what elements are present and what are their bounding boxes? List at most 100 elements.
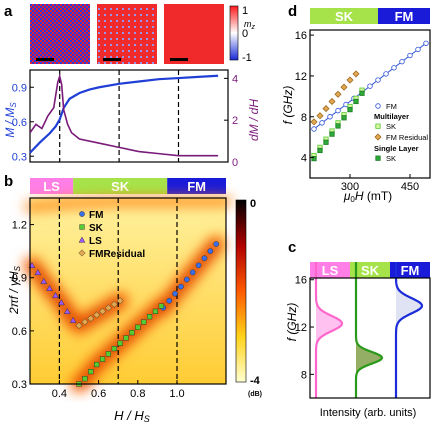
marker-sk (82, 376, 88, 382)
phase-c-label-sk: SK (361, 263, 380, 278)
mz-colorbar-min: -1 (242, 52, 252, 64)
panel-d-y-tick-1: 8 (301, 112, 307, 124)
marker-d-fmres (346, 76, 354, 84)
mz-colorbar-label: mz (244, 19, 256, 31)
marker-d-fm (327, 114, 333, 120)
spectra-plot: 8 12 16 (295, 262, 431, 399)
marker-d-fm (335, 107, 341, 114)
marker-ls (46, 284, 53, 291)
marker-sk (99, 356, 106, 362)
phase-b-label-ls: LS (43, 179, 60, 194)
marker-d-fm (407, 52, 413, 59)
spectrum-fill-ls (316, 262, 342, 398)
marker-d-sl-sk (317, 147, 323, 154)
panel-a-left-tick-0: 0.3 (12, 151, 27, 163)
phase-bar-b: LS SK FM (30, 178, 226, 194)
marker-fm (201, 255, 208, 262)
legend-marker-fm (79, 211, 85, 217)
panel-b-y-tick-1: 0.6 (12, 326, 27, 338)
spectrum-fill-sk (356, 262, 382, 398)
db-colorbar: 0 -4 (dB) (235, 198, 262, 398)
marker-fm (166, 297, 172, 304)
legend-d-fm-label: FM (386, 102, 397, 111)
phase-d-sk (310, 8, 378, 24)
marker-d-fm (367, 83, 373, 89)
marker-d-fmres (310, 118, 318, 126)
legend-marker-ls (78, 236, 86, 243)
marker-fm (178, 283, 184, 290)
series-line-magnetization (29, 74, 219, 154)
db-colorbar-unit: (dB) (248, 391, 262, 398)
marker-d-fm (415, 46, 421, 53)
marker-fmresidual (104, 304, 112, 312)
marker-d-fm (375, 77, 381, 83)
marker-d-sl-sk (341, 115, 347, 121)
phase-c-fm (390, 262, 430, 278)
marker-ls (63, 307, 71, 314)
marker-d-sl-sk (329, 131, 335, 137)
panel-c-y-tick-2: 16 (295, 275, 307, 287)
phase-bar-c: LS SK FM (310, 262, 430, 278)
panel-b-x-tick-0: 0.4 (52, 388, 67, 400)
panel-b-x-tick-2: 0.8 (130, 388, 145, 400)
marker-d-fmres (352, 70, 360, 78)
phase-bar-d: SK FM (310, 8, 430, 24)
marker-sk (105, 351, 112, 357)
marker-sk (88, 369, 94, 375)
texture-images (30, 4, 224, 64)
marker-ls (52, 292, 59, 299)
panel-b-y-tick-0: 0.3 (12, 379, 27, 391)
panel-d-y-tick-0: 4 (301, 153, 307, 165)
panel-c-frame (309, 277, 431, 399)
marker-d-fm (391, 65, 397, 71)
marker-fmresidual (110, 300, 118, 308)
marker-d-sl-sk (359, 90, 365, 96)
marker-ls (58, 299, 65, 306)
legend-d-fm-marker (375, 103, 381, 109)
marker-fmresidual (75, 322, 83, 330)
marker-sk (129, 330, 135, 336)
db-colorbar-bottom: -4 (250, 375, 261, 387)
marker-d-sl-sk (353, 98, 359, 105)
phase-b-fm (167, 178, 226, 194)
panel-b-ylabel: 2πf / γHS (7, 265, 22, 315)
panel-c-y-tick-0: 8 (301, 369, 307, 381)
legend-d-multilayer-title: Multilayer (374, 112, 409, 121)
marker-sk (123, 335, 129, 341)
panel-d-ylabel: f (GHz) (281, 86, 295, 125)
mz-colorbar-zero: 0 (242, 28, 248, 40)
marker-fm (213, 241, 219, 247)
marker-d-sl-sk (323, 139, 329, 145)
panel-b-y-tick-3: 1.2 (12, 220, 27, 232)
marker-d-sl-sk (335, 123, 341, 129)
marker-fm (207, 248, 214, 254)
legend-label-fmresidual: FMResidual (89, 249, 145, 260)
phase-d-label-fm: FM (395, 9, 414, 24)
panel-a-right-tick-1: 2 (232, 115, 238, 127)
legend-d-ml-sk-label: SK (386, 122, 396, 131)
marker-d-fmres (316, 112, 324, 120)
spectrum-line-sk (354, 262, 384, 398)
panel-b-x-tick-1: 0.6 (91, 388, 106, 400)
legend-marker-fmresidual (78, 249, 86, 257)
panel-a-right-axis-label: dM / dH (247, 99, 261, 141)
marker-d-fmres (322, 105, 330, 113)
panel-b-xlabel: H / HS (114, 408, 150, 424)
panel-c-xlabel: Intensity (arb. units) (320, 407, 417, 419)
mz-colorbar-max: 1 (242, 5, 248, 17)
phase-b-label-sk: SK (111, 179, 130, 194)
panel-a-right-tick-2: 4 (232, 73, 238, 85)
marker-d-fmres (328, 97, 336, 106)
panel-d-frame (309, 29, 431, 179)
legend-marker-sk (79, 224, 85, 230)
phase-c-sk (350, 262, 390, 278)
spectrum-line-ls (314, 262, 344, 398)
panel-d-x-tick-1: 450 (401, 181, 419, 193)
marker-d-fm (383, 71, 389, 77)
marker-sk (152, 308, 159, 314)
dispersion-map: FM SK LS FMResidual 0.4 0.6 0.8 1.0 0.3 0.6 0.9 1.2 (12, 195, 232, 400)
legend-label-ls: LS (89, 236, 102, 247)
phase-b-label-fm: FM (187, 179, 206, 194)
panel-d-xlabel: μ0H (mT) (343, 189, 392, 204)
marker-d-fm (319, 120, 325, 126)
